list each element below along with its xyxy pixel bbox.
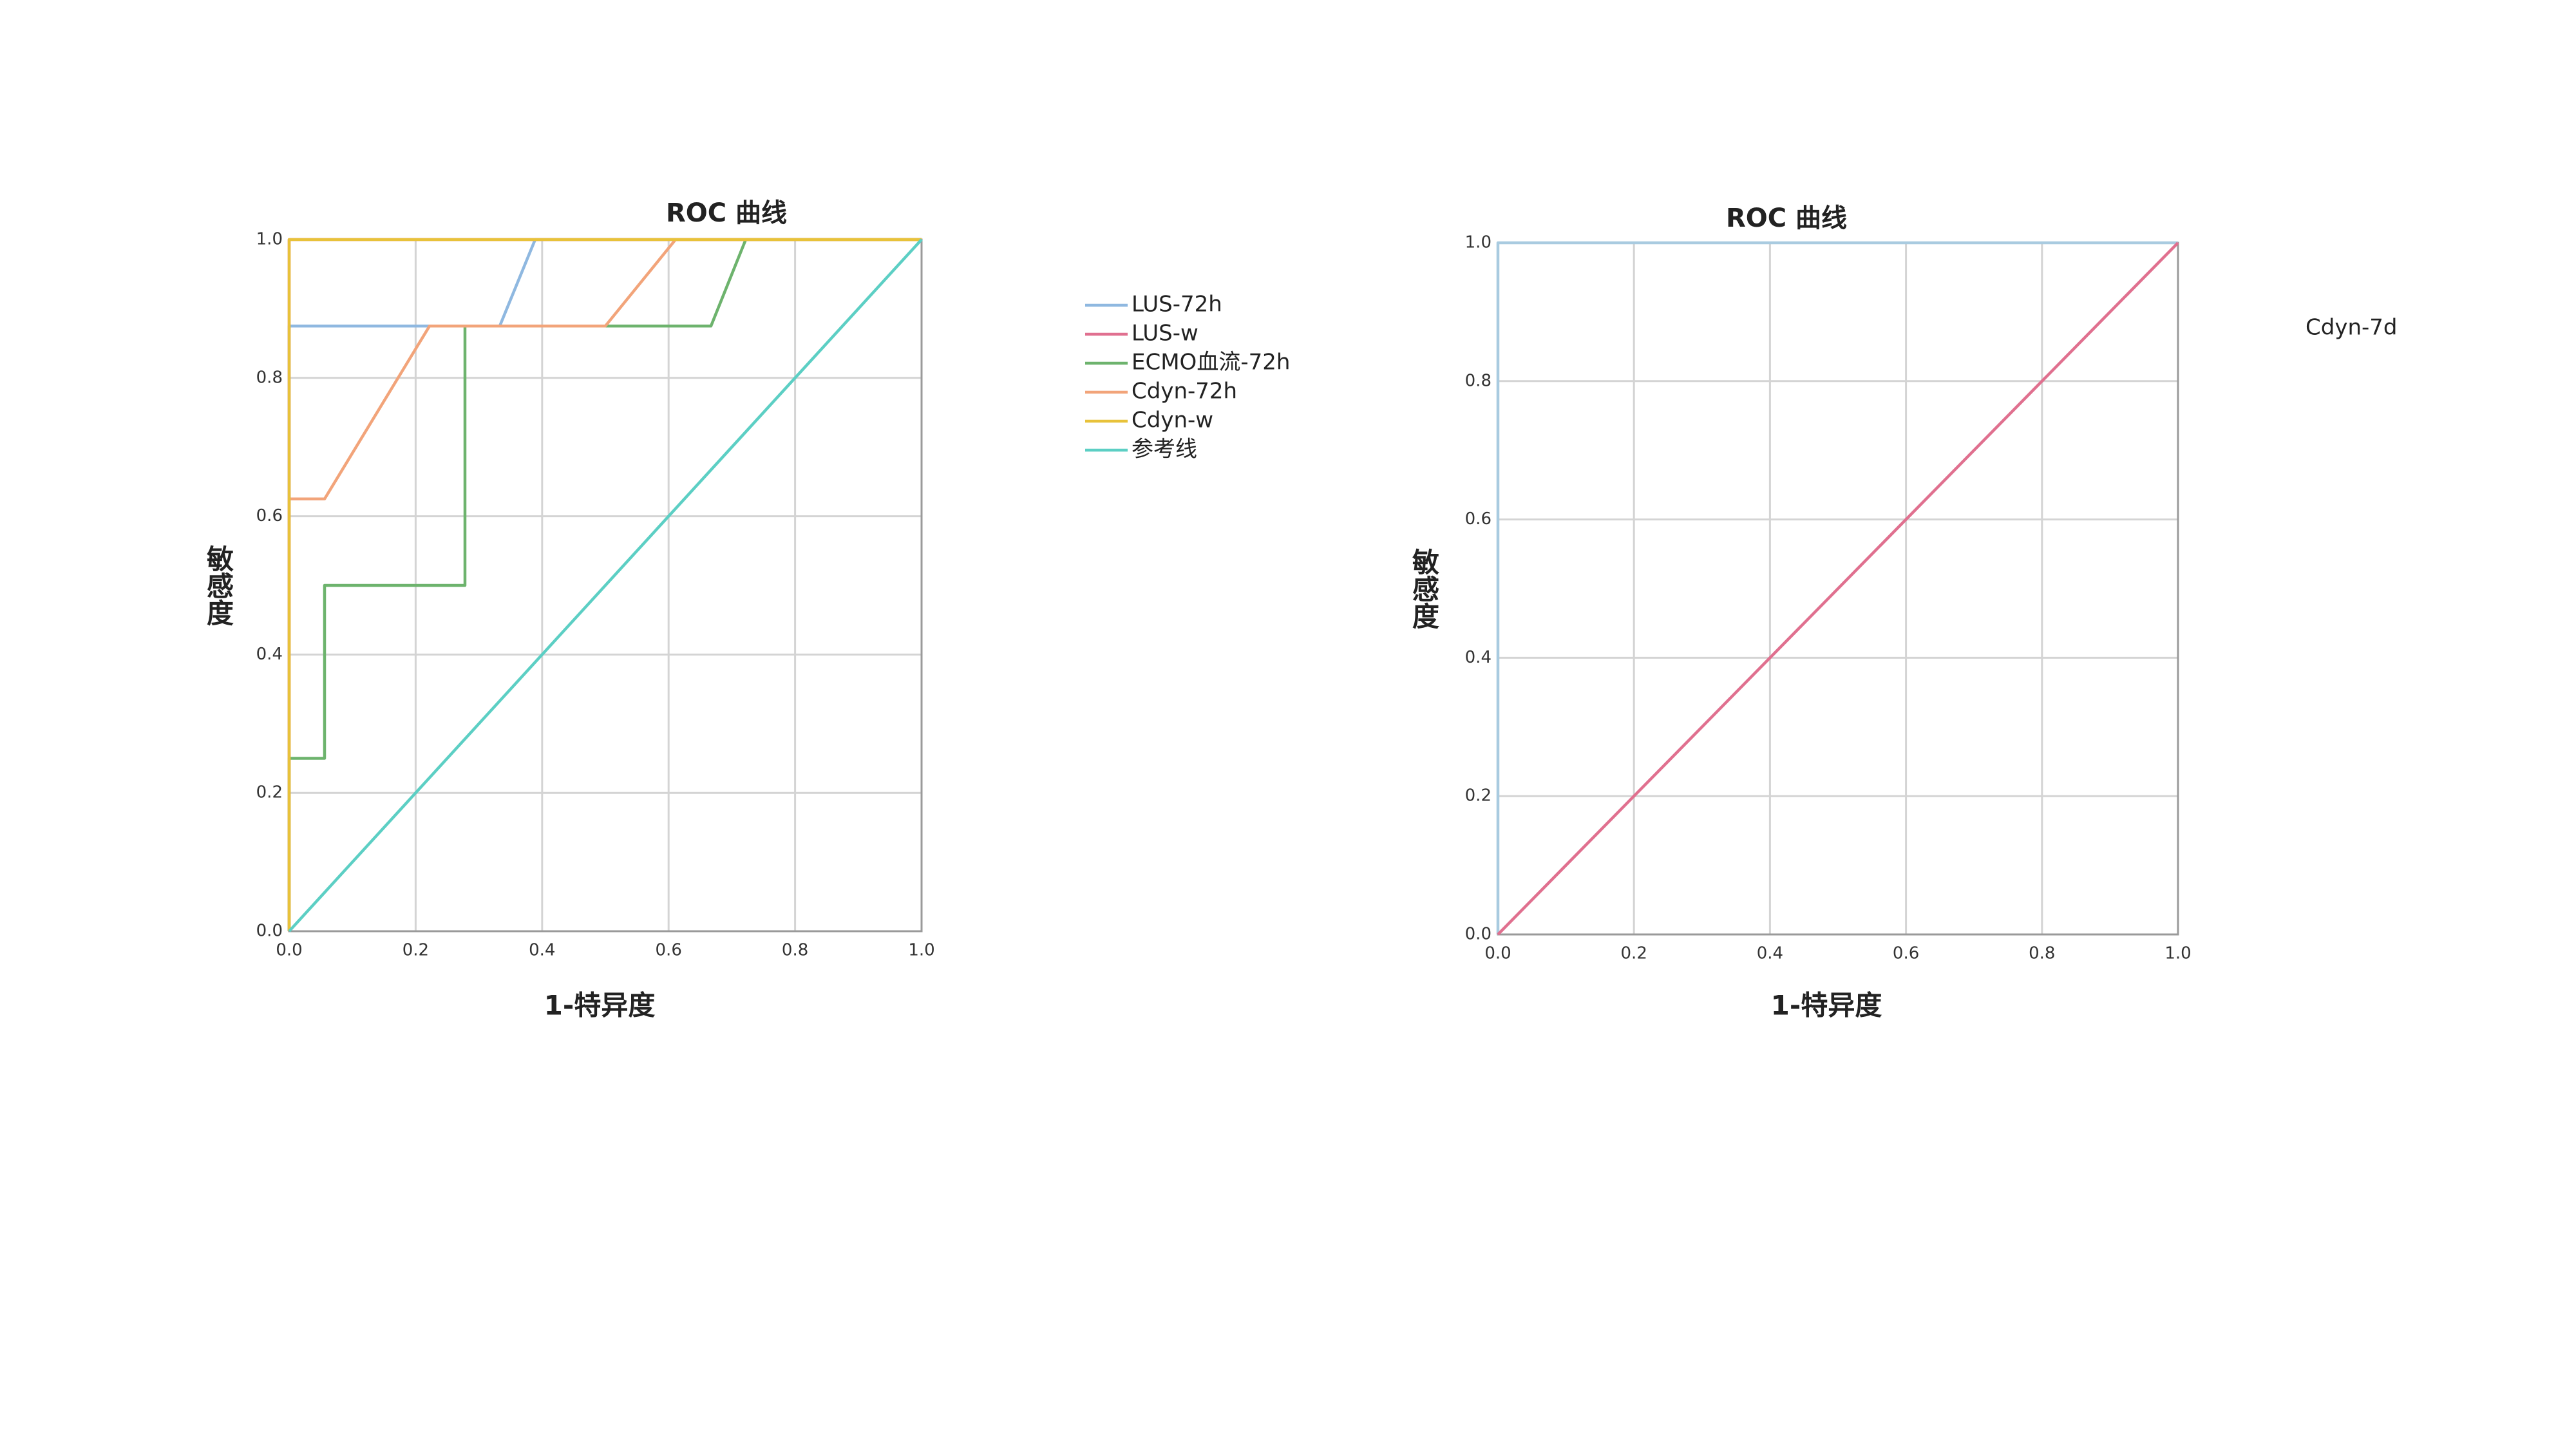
y-tick-label: 0.4 <box>256 645 283 664</box>
chart-title: ROC 曲线 <box>666 198 787 228</box>
y-axis-label: 敏感度 <box>1408 548 1440 629</box>
x-tick-label: 1.0 <box>2164 944 2191 963</box>
x-tick-label: 0.6 <box>656 941 682 960</box>
y-tick-label: 0.6 <box>256 506 283 526</box>
roc-line <box>287 238 922 931</box>
roc-line <box>288 238 923 933</box>
legend-label: ECMO血流-72h <box>1132 350 1290 375</box>
x-tick-label: 1.0 <box>908 941 934 960</box>
y-tick-label: 1.0 <box>1465 233 1492 252</box>
x-axis-label: 1-特异度 <box>544 990 656 1021</box>
legend-label: Cdyn-w <box>1132 408 1213 433</box>
x-tick-label: 0.2 <box>1621 944 1647 963</box>
y-tick-label: 0.0 <box>256 922 283 941</box>
y-tick-label: 0.2 <box>256 783 283 802</box>
y-tick-label: 0.8 <box>1465 371 1492 390</box>
y-tick-label: 0.8 <box>256 368 283 387</box>
x-tick-label: 0.8 <box>2029 944 2055 963</box>
x-tick-label: 0.4 <box>529 941 555 960</box>
legend-label: Cdyn-7d <box>2306 315 2397 341</box>
roc-line <box>1497 242 2179 936</box>
x-tick-label: 0.4 <box>1757 944 1783 963</box>
x-tick-label: 0.2 <box>402 941 429 960</box>
x-axis-label: 1-特异度 <box>1771 990 1882 1021</box>
plot: 0.0 0.2 0.4 0.6 0.8 1.0 0.0 0.2 0.4 0.6 0.8 1.0 <box>256 230 935 960</box>
y-tick-label: 1.0 <box>256 230 283 249</box>
legend-label: Cdyn-72h <box>1132 379 1237 404</box>
x-tick-label: 0.0 <box>1484 944 1511 963</box>
x-tick-label: 0.6 <box>1893 944 1919 963</box>
plot: 0.0 0.2 0.4 0.6 0.8 1.0 0.0 0.2 0.4 0.6 0.8 1.0 <box>1465 233 2192 963</box>
roc-line <box>287 238 922 931</box>
x-tick-label: 0.0 <box>276 941 302 960</box>
legend-label: LUS-72h <box>1132 292 1222 317</box>
y-tick-label: 0.4 <box>1465 648 1492 667</box>
roc-line <box>1496 241 2178 934</box>
legend-label: 参考线 <box>1132 437 1197 462</box>
chart-title: ROC 曲线 <box>1726 204 1847 233</box>
y-tick-label: 0.6 <box>1465 509 1492 529</box>
y-tick-label: 0.2 <box>1465 786 1492 806</box>
y-tick-label: 0.0 <box>1465 925 1492 944</box>
x-tick-label: 0.8 <box>782 941 808 960</box>
legend-label: LUS-w <box>1132 321 1198 346</box>
y-axis-label: 敏感度 <box>203 545 234 626</box>
